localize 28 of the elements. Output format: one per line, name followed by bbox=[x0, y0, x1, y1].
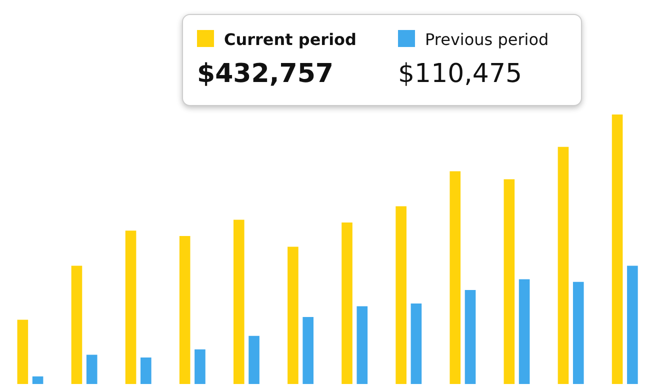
bar bbox=[288, 246, 298, 384]
bar bbox=[450, 171, 461, 384]
bar bbox=[86, 354, 98, 384]
legend-label: Current period bbox=[223, 29, 358, 51]
bar bbox=[194, 349, 206, 384]
bar bbox=[627, 266, 638, 384]
text: $432,757 bbox=[197, 58, 335, 91]
bar bbox=[612, 114, 623, 384]
legend-label: Previous period bbox=[424, 29, 550, 51]
bar bbox=[32, 376, 44, 384]
bar bbox=[179, 236, 190, 384]
bar bbox=[302, 317, 314, 384]
bar bbox=[342, 222, 352, 384]
bar bbox=[71, 266, 82, 384]
bar bbox=[17, 320, 28, 384]
bar bbox=[356, 306, 368, 384]
bar bbox=[248, 336, 260, 384]
bar bbox=[396, 206, 406, 384]
bar bbox=[140, 358, 152, 384]
text: $110,475 bbox=[398, 58, 524, 91]
bar bbox=[410, 304, 422, 384]
bar bbox=[558, 146, 569, 384]
bar bbox=[572, 282, 584, 384]
bar bbox=[518, 279, 530, 384]
bar bbox=[464, 290, 476, 384]
bar bbox=[125, 230, 136, 384]
bar bbox=[233, 220, 244, 384]
bar bbox=[504, 179, 515, 384]
